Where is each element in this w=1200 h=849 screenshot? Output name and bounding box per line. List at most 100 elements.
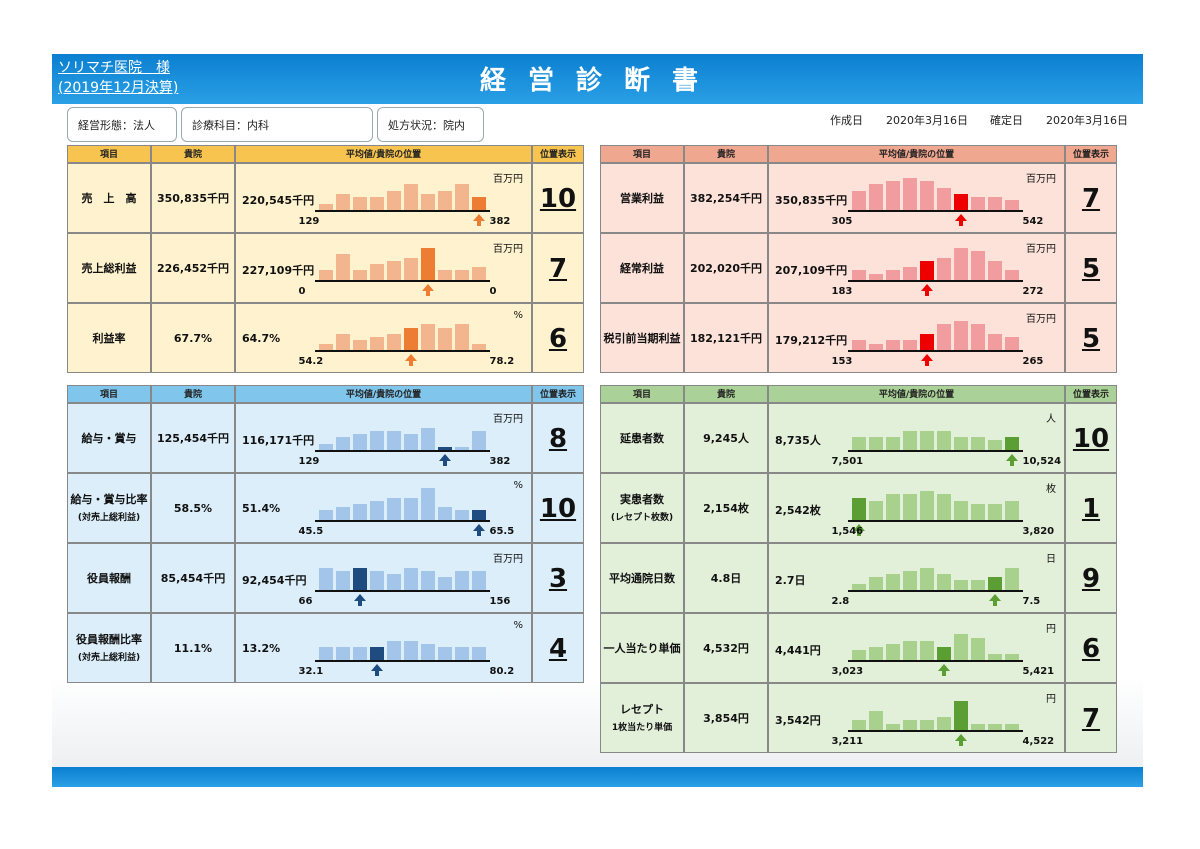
histogram-bar [403, 434, 418, 450]
unit-label: 百万円 [493, 414, 523, 425]
metric-label-cell: 延患者数 [600, 403, 684, 473]
position-cell: 5 [1065, 233, 1117, 303]
header-bar [52, 54, 1143, 104]
histogram-axis [847, 520, 1023, 522]
metric-label: (レセプト枚数) [610, 513, 674, 523]
histogram-bar [318, 203, 333, 210]
position-cell: 3 [532, 543, 584, 613]
histogram-bar [352, 567, 367, 590]
info-department: 診療科目：内科 [181, 107, 373, 142]
position-arrow-stem [442, 461, 447, 466]
position-cell: 6 [1065, 613, 1117, 683]
own-value: 4.8日 [710, 572, 742, 585]
histogram-bar [437, 446, 452, 450]
range-max: 65.5 [489, 526, 515, 537]
histogram-bar [403, 184, 418, 210]
position-arrow-stem [408, 361, 413, 366]
metric-label-cell: 実患者数 (レセプト枚数) [600, 473, 684, 543]
range-min: 3,023 [831, 666, 864, 677]
histogram-bar [335, 647, 350, 660]
chart-cell: 2,542枚 枚 1,546 3,820 [768, 473, 1065, 543]
average-value: 2,542枚 [775, 504, 821, 517]
range-max: 0 [489, 286, 497, 297]
own-value: 2,154枚 [703, 502, 749, 515]
column-header-own: 貴院 [684, 385, 768, 403]
own-value-cell: 3,854円 [684, 683, 768, 753]
histogram-bar [420, 194, 435, 210]
histogram-bar [352, 340, 367, 350]
position-arrow-icon [937, 664, 950, 671]
histogram-bar [902, 640, 917, 660]
chart-cell: 227,109千円 百万円 0 0 [235, 233, 532, 303]
histogram [314, 242, 490, 282]
range-min: 0 [298, 286, 306, 297]
own-value: 9,245人 [703, 432, 749, 445]
histogram-bar [318, 647, 333, 660]
histogram-bar [420, 324, 435, 350]
metric-label: (対売上総利益) [77, 653, 141, 663]
histogram-bar [352, 434, 367, 450]
histogram-bar [403, 567, 418, 590]
histogram-bar [919, 640, 934, 660]
position-value: 7 [1081, 704, 1101, 734]
position-cell: 1 [1065, 473, 1117, 543]
histogram [314, 552, 490, 592]
histogram-bar [369, 500, 384, 520]
own-value: 4,532円 [703, 642, 749, 655]
average-value: 350,835千円 [775, 194, 848, 207]
range-max: 382 [489, 216, 511, 227]
metric-label-cell: 営業利益 [600, 163, 684, 233]
own-value-cell: 11.1% [151, 613, 235, 683]
histogram-bar [953, 701, 968, 730]
histogram-bar [919, 567, 934, 590]
histogram-bar [386, 334, 401, 350]
histogram-bar [902, 340, 917, 350]
range-max: 5,421 [1022, 666, 1055, 677]
chart-cell: 179,212千円 百万円 153 265 [768, 303, 1065, 373]
own-value-cell: 4.8日 [684, 543, 768, 613]
histogram-bar [987, 504, 1002, 520]
position-arrow-icon [954, 734, 967, 741]
histogram [847, 692, 1023, 732]
position-cell: 10 [1065, 403, 1117, 473]
unit-label: 日 [1046, 554, 1056, 565]
metric-label: 売 上 高 [81, 192, 137, 205]
position-arrow-icon [438, 454, 451, 461]
position-value: 10 [539, 184, 577, 214]
position-value: 9 [1081, 564, 1101, 594]
average-value: 116,171千円 [242, 434, 315, 447]
client-info: ソリマチ医院 様 (2019年12月決算) [58, 58, 178, 98]
metric-label: 平均通院日数 [609, 572, 675, 585]
histogram-bar [868, 710, 883, 730]
own-value-cell: 85,454千円 [151, 543, 235, 613]
range-min: 153 [831, 356, 853, 367]
histogram-axis [314, 210, 490, 212]
histogram-bar [420, 644, 435, 660]
histogram [847, 622, 1023, 662]
chart-cell: 8,735人 人 7,501 10,524 [768, 403, 1065, 473]
histogram-bar [335, 507, 350, 520]
histogram-bar [919, 720, 934, 730]
average-value: 8,735人 [775, 434, 821, 447]
info-prescription: 処方状況：院内 [377, 107, 484, 142]
unit-label: 百万円 [493, 174, 523, 185]
position-arrow-icon [988, 594, 1001, 601]
fiscal-period: (2019年12月決算) [58, 80, 179, 96]
average-value: 4,441円 [775, 644, 821, 657]
range-min: 54.2 [298, 356, 324, 367]
range-max: 78.2 [489, 356, 515, 367]
histogram-bar [369, 337, 384, 350]
histogram-bar [335, 570, 350, 590]
chart-cell: 51.4%% 45.5 65.5 [235, 473, 532, 543]
position-value: 3 [548, 564, 568, 594]
position-cell: 5 [1065, 303, 1117, 373]
histogram-bar [335, 437, 350, 450]
histogram-bar [437, 647, 452, 660]
own-value: 182,121千円 [689, 332, 763, 345]
metric-label-cell: 役員報酬比率 (対売上総利益) [67, 613, 151, 683]
histogram-bar [987, 577, 1002, 590]
histogram-bar [369, 264, 384, 280]
histogram-bar [386, 497, 401, 520]
metric-label-cell: 平均通院日数 [600, 543, 684, 613]
position-value: 4 [548, 634, 568, 664]
